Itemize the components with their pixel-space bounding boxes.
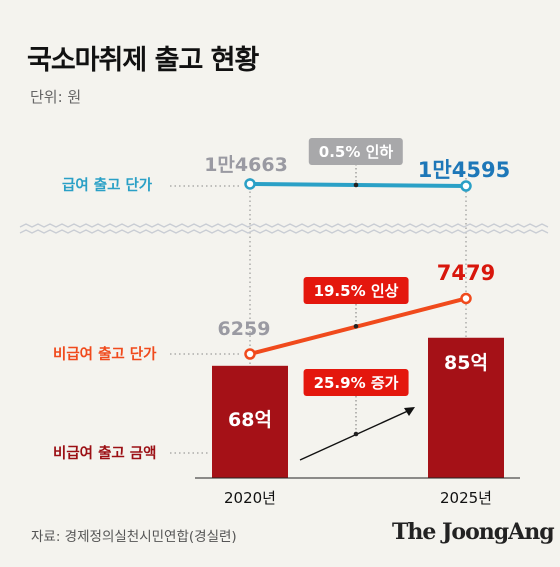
chart-title: 국소마취제 출고 현황 bbox=[27, 45, 259, 76]
change-pill-nonreimbursed: 19.5% 인상 bbox=[303, 277, 409, 304]
value-label-nonreimbursed-2020: 6259 bbox=[217, 318, 271, 340]
x-tick-2025: 2025년 bbox=[440, 489, 492, 507]
point-nonreimbursed-2020년 bbox=[244, 348, 256, 360]
value-label-nonreimbursed-2025: 7479 bbox=[436, 261, 496, 285]
series-label-reimbursed-price: 급여 출고 단가 bbox=[62, 178, 153, 194]
change-pill-reimbursed: 0.5% 인하 bbox=[308, 138, 404, 165]
pill-dot-nonreimbursed bbox=[353, 323, 359, 329]
bar-label-2025: 85억 bbox=[444, 352, 488, 374]
point-reimbursed-2025년 bbox=[460, 180, 472, 192]
publisher-logo: The JoongAng bbox=[392, 519, 555, 545]
growth-arrow-head bbox=[404, 407, 415, 416]
bar-label-2020: 68억 bbox=[228, 409, 272, 431]
point-reimbursed-2020년 bbox=[244, 178, 256, 190]
pill-dot-amount bbox=[353, 431, 359, 437]
x-tick-2020: 2020년 bbox=[224, 489, 276, 507]
pill-dot-reimbursed bbox=[353, 182, 359, 188]
unit-label: 단위: 원 bbox=[30, 88, 82, 106]
value-label-reimbursed-2025: 1만4595 bbox=[417, 158, 511, 182]
series-label-nonreimbursed-amount: 비급여 출고 금액 bbox=[53, 446, 157, 462]
change-pill-amount: 25.9% 증가 bbox=[303, 369, 409, 396]
axis-break-wave-1 bbox=[19, 223, 549, 228]
value-label-reimbursed-2020: 1만4663 bbox=[204, 154, 288, 176]
source-note: 자료: 경제정의실천시민연합(경실련) bbox=[31, 529, 237, 545]
series-label-nonreimbursed-price: 비급여 출고 단가 bbox=[53, 347, 157, 363]
bar-2020년 bbox=[212, 365, 288, 478]
axis-break-wave-2 bbox=[19, 229, 549, 234]
point-nonreimbursed-2025년 bbox=[460, 292, 472, 305]
bar-2025년 bbox=[428, 337, 504, 478]
